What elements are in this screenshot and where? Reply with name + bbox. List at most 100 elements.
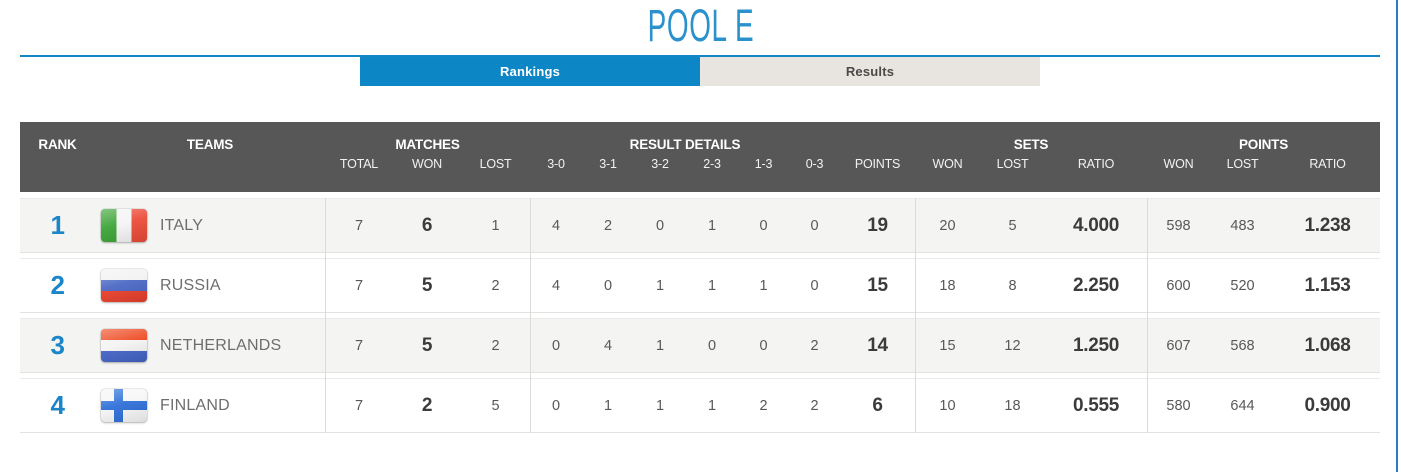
italy-flag-icon — [101, 209, 147, 242]
column-separator — [915, 198, 916, 433]
cell-team[interactable]: RUSSIA — [95, 269, 325, 302]
column-separator — [1147, 198, 1148, 433]
cell-score_3_1: 4 — [603, 337, 613, 354]
cell-points_ratio: 1.153 — [1304, 274, 1351, 296]
cell-lost: 5 — [491, 397, 500, 414]
cell-team[interactable]: FINLAND — [95, 389, 325, 422]
col-header-sets-ratio: RATIO — [1077, 157, 1115, 171]
cell-sets_ratio: 2.250 — [1072, 274, 1120, 296]
cell-sets_won: 20 — [939, 217, 956, 234]
cell-team[interactable]: ITALY — [95, 209, 325, 242]
table-row-finland: 4 FINLAND 7 2 5 0 1 1 1 2 2 6 10 18 0.555 580 644 0.900 — [20, 378, 1380, 433]
cell-won: 2 — [421, 394, 433, 416]
finland-flag-icon — [101, 389, 147, 422]
col-header-rank: RANK — [38, 137, 77, 152]
team-name: FINLAND — [160, 396, 230, 414]
page-title: POOL E — [647, 0, 754, 51]
cell-sets_lost: 18 — [1004, 397, 1021, 414]
cell-score_1_3: 0 — [759, 337, 768, 354]
cell-score_3_2: 0 — [655, 217, 665, 234]
col-group-matches: MATCHES — [395, 137, 460, 152]
cell-points_lost: 483 — [1230, 217, 1255, 234]
cell-sets_lost: 12 — [1004, 337, 1021, 354]
netherlands-flag-icon — [101, 329, 147, 362]
cell-points_ratio: 1.068 — [1304, 334, 1351, 356]
table-row-russia: 2 RUSSIA 7 5 2 4 0 1 1 1 0 15 18 8 2.250 600 520 1.153 — [20, 258, 1380, 313]
col-group-spacer — [840, 137, 915, 152]
cell-sets_ratio: 4.000 — [1072, 214, 1120, 236]
cell-points_lost: 568 — [1230, 337, 1255, 354]
cell-score_1_3: 0 — [759, 217, 768, 234]
col-header-points-won: WON — [1163, 157, 1194, 171]
cell-score_2_3: 1 — [707, 277, 717, 294]
tab-bar: Rankings Results — [360, 57, 1040, 86]
col-header-points-ratio: RATIO — [1309, 157, 1346, 171]
cell-sets_lost: 8 — [1008, 277, 1017, 294]
col-header-teams: TEAMS — [186, 137, 234, 152]
col-header-2-3: 2-3 — [703, 157, 721, 171]
cell-points_ratio: 1.238 — [1304, 214, 1351, 236]
table-row-italy: 1 ITALY 7 6 1 4 2 0 1 0 0 19 20 5 4.000 598 483 1.238 — [20, 198, 1380, 253]
team-name: ITALY — [160, 216, 204, 234]
cell-won: 5 — [421, 274, 433, 296]
col-header-matches-won: WON — [412, 157, 442, 171]
cell-rank: 1 — [50, 210, 65, 240]
cell-total: 7 — [354, 277, 364, 294]
cell-points_ratio: 0.900 — [1304, 394, 1351, 416]
cell-score_1_3: 1 — [759, 277, 768, 294]
russia-flag-icon — [101, 269, 147, 302]
cell-score_3_2: 1 — [655, 337, 665, 354]
cell-lost: 2 — [491, 277, 500, 294]
cell-sets_won: 18 — [939, 277, 956, 294]
cell-score_3_2: 1 — [655, 277, 665, 294]
column-separator — [325, 198, 326, 433]
cell-total: 7 — [354, 397, 364, 414]
col-header-3-1: 3-1 — [599, 157, 617, 171]
col-group-result-details: RESULT DETAILS — [629, 137, 741, 152]
cell-score_3_1: 1 — [603, 397, 613, 414]
col-header-matches-lost: LOST — [479, 157, 512, 171]
cell-points: 14 — [867, 334, 888, 356]
cell-points_lost: 644 — [1230, 397, 1255, 414]
sub-header-spacer — [20, 157, 325, 171]
cell-total: 7 — [354, 217, 364, 234]
cell-score_0_3: 0 — [810, 277, 819, 294]
cell-rank: 4 — [50, 390, 65, 420]
cell-sets_lost: 5 — [1008, 217, 1017, 234]
cell-score_3_1: 2 — [603, 217, 613, 234]
cell-score_3_1: 0 — [603, 277, 613, 294]
cell-won: 6 — [421, 214, 433, 236]
cell-rank: 3 — [50, 330, 65, 360]
col-group-points: POINTS — [1238, 137, 1289, 152]
cell-points: 6 — [872, 394, 883, 416]
col-header-0-3: 0-3 — [805, 157, 824, 171]
window-edge-line — [1396, 0, 1398, 472]
table-row-netherlands: 3 NETHERLANDS 7 5 2 0 4 1 0 0 2 14 15 12 1.250 607 568 1.… — [20, 318, 1380, 373]
cell-score_3_0: 0 — [551, 397, 561, 414]
cell-score_2_3: 1 — [707, 397, 717, 414]
cell-sets_won: 15 — [939, 337, 956, 354]
team-name: RUSSIA — [160, 276, 221, 294]
standings-table: RANK TEAMS MATCHES RESULT DETAILS SETS P… — [20, 122, 1380, 438]
cell-score_3_0: 0 — [551, 337, 561, 354]
title-divider-line — [20, 55, 1380, 57]
col-header-3-2: 3-2 — [651, 157, 669, 171]
cell-lost: 1 — [491, 217, 500, 234]
page-title-wrap: POOL E — [0, 0, 1401, 48]
cell-team[interactable]: NETHERLANDS — [95, 329, 325, 362]
cell-total: 7 — [354, 337, 364, 354]
col-header-3-0: 3-0 — [547, 157, 565, 171]
cell-score_3_0: 4 — [551, 217, 561, 234]
cell-score_1_3: 2 — [759, 397, 768, 414]
tab-results[interactable]: Results — [700, 57, 1040, 86]
cell-points_won: 598 — [1166, 217, 1191, 234]
cell-score_2_3: 0 — [707, 337, 717, 354]
tab-rankings[interactable]: Rankings — [360, 57, 700, 86]
cell-points: 15 — [867, 274, 888, 296]
cell-sets_ratio: 0.555 — [1072, 394, 1120, 416]
cell-lost: 2 — [491, 337, 500, 354]
cell-sets_won: 10 — [939, 397, 956, 414]
column-separator — [530, 198, 531, 433]
cell-points_won: 600 — [1166, 277, 1191, 294]
